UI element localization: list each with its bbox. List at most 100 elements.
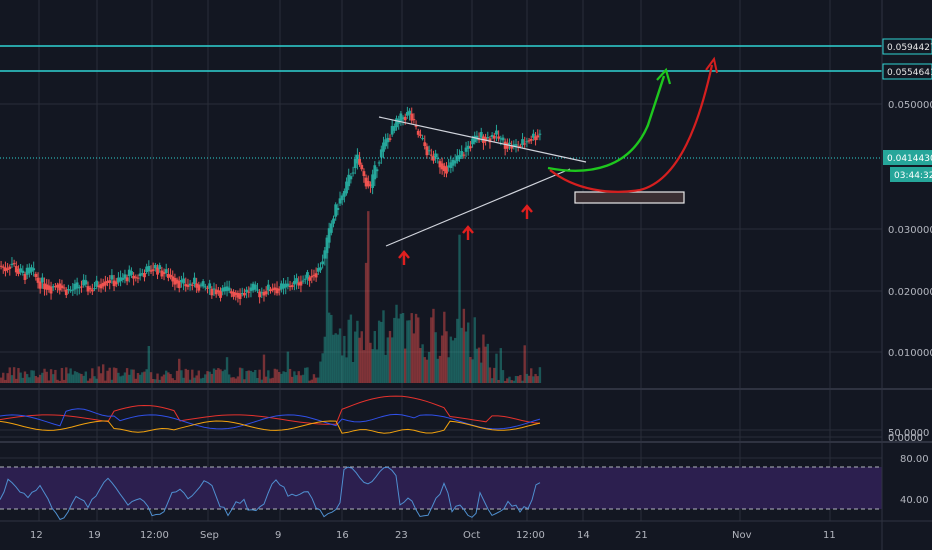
candle-body	[492, 135, 496, 139]
volume-bar	[401, 312, 405, 383]
candle-body	[347, 174, 351, 187]
time-axis[interactable]: 12 19 12:00 Sep 9 16 23 Oct 12:00 14 21 …	[30, 530, 836, 541]
candle-body	[245, 289, 249, 293]
candle-body	[130, 271, 133, 275]
volume-bar	[417, 317, 420, 383]
time-tick-4: Sep	[200, 530, 219, 541]
candle-body	[416, 130, 420, 135]
candle-body	[208, 283, 212, 289]
candle-body	[190, 284, 194, 286]
volume-bar	[30, 370, 33, 383]
candle-body	[390, 125, 394, 135]
candle-body	[512, 144, 516, 147]
candle-body	[369, 184, 372, 186]
candle-body	[253, 284, 257, 290]
current-price-value: 0.0414430	[887, 154, 932, 164]
volume-bar	[325, 240, 329, 383]
volume-bar	[312, 374, 316, 383]
candle-body	[27, 267, 31, 274]
candle-body	[408, 110, 411, 115]
candle-body	[173, 277, 177, 285]
candle-body	[247, 291, 251, 293]
candle-body	[6, 268, 10, 270]
candle-body	[21, 270, 25, 273]
price-axis[interactable]: 0.0500000 0.0300000 0.0200000 0.0100000	[888, 100, 932, 359]
volume-bar	[445, 331, 448, 383]
volume-bar	[530, 368, 533, 383]
candle-body	[325, 237, 329, 254]
candle-body	[221, 288, 225, 292]
candle-body	[56, 284, 59, 288]
time-tick-2: 19	[88, 530, 101, 541]
candle-body	[531, 133, 535, 138]
volume-bar	[343, 335, 346, 383]
candle-body	[308, 277, 312, 281]
candle-body	[334, 204, 338, 217]
candle-body	[464, 147, 468, 152]
candle-body	[427, 150, 431, 152]
volume-bar	[136, 373, 140, 383]
candle-body	[440, 163, 444, 170]
volume-bar	[56, 379, 59, 383]
candle-body	[69, 290, 73, 292]
volume-bar	[62, 379, 66, 383]
bearish-retest-projection-curve[interactable]	[549, 64, 714, 193]
candle-body	[436, 157, 440, 159]
volume-bar	[397, 318, 400, 383]
volume-bar	[17, 368, 20, 383]
volume-bar	[306, 367, 309, 383]
candle-body	[356, 154, 359, 164]
volume-bar	[38, 374, 42, 383]
candle-body	[1, 266, 5, 268]
volume-bar	[262, 354, 266, 383]
candle-body	[399, 113, 403, 122]
bar-countdown-tag: 03:44:32	[890, 167, 932, 182]
candle-body	[195, 283, 199, 288]
volume-bar	[271, 377, 274, 383]
candle-body	[460, 151, 464, 157]
volume-bar	[516, 376, 520, 383]
candle-body	[184, 284, 188, 287]
volume-bar	[469, 356, 472, 383]
support-zone-box[interactable]	[574, 191, 685, 204]
volume-bar	[67, 373, 70, 383]
candle-body	[290, 285, 294, 288]
volume-bar	[10, 375, 14, 383]
candle-body	[103, 281, 107, 286]
candle-body	[47, 285, 51, 290]
candle-body	[171, 276, 175, 282]
volume-bar	[490, 378, 494, 383]
volume-bar	[21, 377, 25, 383]
volume-bar	[336, 334, 340, 383]
triangle-lower-trendline[interactable]	[385, 168, 571, 247]
volume-bar	[404, 348, 407, 383]
candle-body	[377, 162, 381, 164]
volume-bar	[460, 327, 463, 383]
candle-body	[518, 145, 522, 147]
volume-bar	[406, 320, 409, 383]
candle-body	[455, 155, 459, 162]
volume-bar	[145, 369, 148, 383]
triangle-upper-trendline[interactable]	[378, 116, 587, 163]
volume-bar	[230, 377, 233, 383]
resistance-price-lower: 0.0554641	[887, 68, 932, 78]
candle-body	[140, 273, 144, 275]
volume-bar	[210, 373, 214, 383]
candle-body	[180, 279, 183, 283]
candle-body	[503, 141, 507, 149]
candle-body	[84, 280, 88, 285]
bullish-projection-curve[interactable]	[547, 75, 666, 172]
candle-body	[119, 277, 122, 282]
volume-bar	[141, 372, 144, 383]
candle-body	[288, 285, 292, 288]
candle-body	[405, 112, 409, 116]
volume-bar	[186, 369, 190, 383]
volume-bar	[506, 378, 509, 383]
volume-bar	[419, 348, 422, 383]
volume-bar	[236, 376, 240, 383]
volume-bar	[427, 351, 431, 383]
candle-body	[375, 169, 379, 172]
volume-bar	[453, 337, 457, 383]
volume-bar	[317, 377, 320, 383]
